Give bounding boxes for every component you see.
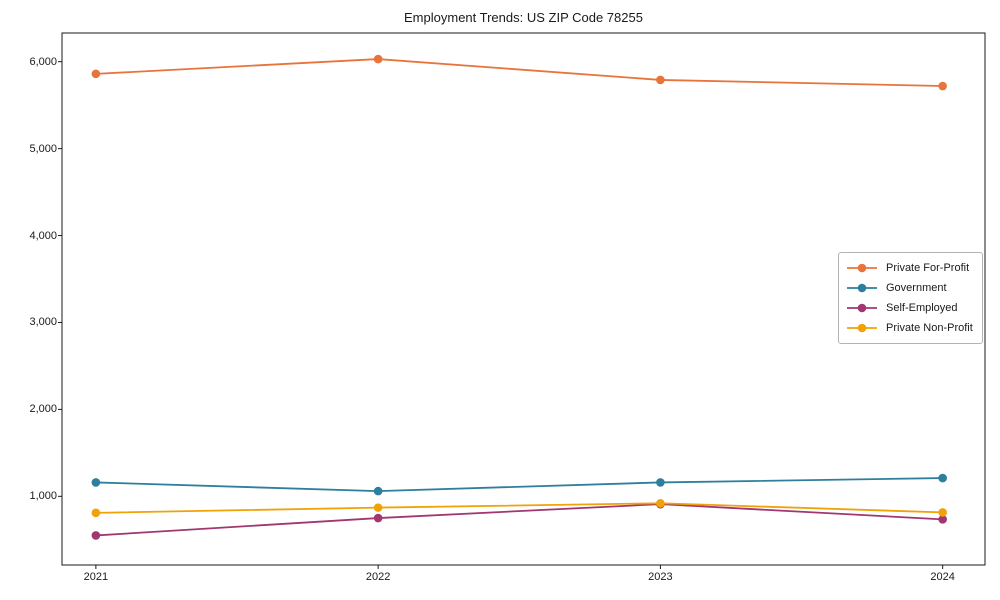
- y-tick-label: 5,000: [29, 142, 57, 155]
- legend-item: Private Non-Profit: [847, 318, 974, 338]
- legend-item: Private For-Profit: [847, 258, 974, 278]
- series-point-private-for-profit: [938, 81, 947, 91]
- legend-dot-icon: [857, 283, 867, 293]
- y-tick-label: 3,000: [29, 316, 57, 329]
- legend-marker-icon: [847, 323, 877, 333]
- series-line-private-non-profit: [95, 502, 943, 514]
- series-point-private-for-profit: [91, 69, 101, 79]
- legend-label: Government: [886, 282, 947, 294]
- legend-item: Government: [847, 278, 974, 298]
- legend-label: Self-Employed: [886, 302, 958, 314]
- series-point-private-non-profit: [938, 508, 947, 517]
- series-point-private-for-profit: [373, 54, 383, 64]
- legend-marker-icon: [847, 263, 877, 273]
- x-tick-label: 2024: [930, 571, 955, 583]
- plot-border: [61, 32, 986, 566]
- legend: Private For-Profit Government Self-Emplo…: [838, 252, 983, 344]
- series-point-private-non-profit: [91, 508, 101, 518]
- x-tick-label: 2023: [648, 571, 673, 583]
- series-line-self-employed: [95, 503, 943, 537]
- legend-marker-icon: [847, 283, 877, 293]
- y-tick-label: 2,000: [29, 403, 57, 416]
- series-line-private-for-profit: [95, 58, 943, 87]
- legend-dot-icon: [857, 263, 867, 273]
- series-point-government: [91, 478, 101, 487]
- legend-marker-icon: [847, 303, 877, 313]
- legend-label: Private Non-Profit: [886, 322, 973, 334]
- series-point-private-non-profit: [373, 503, 383, 512]
- legend-dot-icon: [857, 303, 867, 313]
- series-point-private-non-profit: [656, 498, 665, 508]
- series-point-private-for-profit: [656, 75, 665, 85]
- series-point-self-employed: [938, 515, 947, 524]
- legend-label: Private For-Profit: [886, 262, 970, 274]
- series-point-government: [656, 478, 665, 487]
- y-tick-label: 4,000: [29, 229, 57, 242]
- series-point-government: [938, 473, 947, 483]
- series-point-self-employed: [91, 531, 101, 540]
- series-point-government: [373, 486, 383, 496]
- x-tick-label: 2021: [83, 571, 109, 583]
- series-line-government: [95, 477, 943, 493]
- legend-item: Self-Employed: [847, 298, 974, 318]
- chart-title: Employment Trends: US ZIP Code 78255: [404, 10, 643, 25]
- legend-dot-icon: [857, 323, 867, 333]
- x-tick-label: 2022: [365, 571, 391, 583]
- series-point-self-employed: [373, 513, 383, 523]
- y-tick-label: 6,000: [29, 55, 57, 68]
- y-tick-label: 1,000: [29, 490, 57, 503]
